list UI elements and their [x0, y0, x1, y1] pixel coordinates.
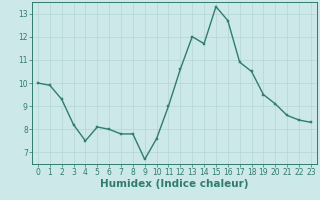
X-axis label: Humidex (Indice chaleur): Humidex (Indice chaleur) — [100, 179, 249, 189]
